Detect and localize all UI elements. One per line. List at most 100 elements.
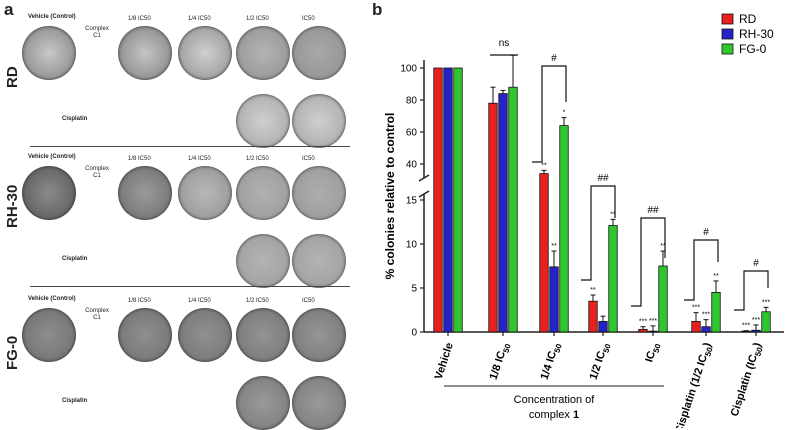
cisplatin-plate [236,94,290,148]
x-tick-label-suffix: ) [751,341,764,349]
legend-label-rd: RD [739,12,757,26]
y-tick-label: 10 [406,240,418,251]
x-tick-label-prefix: 1/2 [588,360,605,381]
comparison-label: # [551,53,557,64]
panel-b-letter: b [372,0,383,19]
bar-rd [433,67,443,333]
complex-label: Complex C1 [82,308,112,322]
vehicle-label: Vehicle (Control) [28,154,76,160]
cisplatin-plate [292,94,346,148]
axis-break-mark [418,174,430,182]
legend-swatch-rd [721,13,734,25]
row-label-rd: RD [4,66,21,88]
row-divider [30,146,350,147]
x-tick-label-prefix: Cisplatin ( [729,363,757,418]
significance-stars: *** [742,323,750,330]
y-tick-label: 0 [411,328,417,339]
bar-rd [691,321,701,333]
y-tick-label: 15 [406,196,418,207]
bar-rh-30 [443,67,453,333]
x-axis-label-word: complex [529,409,570,421]
axis-break-mark [418,190,430,198]
y-tick-label: 40 [406,160,418,171]
x-tick-label-main: IC [544,350,559,364]
comparison-label: ## [647,205,659,216]
x-tick-label: Cisplatin (1/2 IC50) [673,341,716,428]
culture-plate [178,26,232,80]
cisplatin-label: Cisplatin [62,256,88,262]
comparison-label: # [703,227,709,238]
x-tick-label-prefix: 1/4 [539,360,556,381]
culture-plate [236,26,290,80]
panel-a-letter: a [4,0,14,19]
x-tick-label-prefix: Cisplatin (1/2 [673,364,707,428]
significance-stars: *** [762,299,770,306]
cisplatin-plate [292,234,346,288]
comparison-label: ## [597,173,609,184]
concentration-label-c12: 1/2 IC50 [246,156,269,162]
culture-plate [22,166,76,220]
x-tick-label: 1/8 IC50 [488,341,513,382]
complex-word: Complex [85,166,109,172]
x-tick-label-subscript: 50 [753,346,764,358]
y-tick-label: 100 [400,64,417,75]
bar-fg-0 [711,291,721,333]
significance-stars: *** [639,319,647,326]
x-axis-label-line2: complex 1 [529,409,579,421]
x-tick-label-main: Vehicle [433,341,456,381]
significance-stars: ** [541,162,547,169]
culture-plate [22,26,76,80]
bar-rh-30 [498,93,508,333]
cisplatin-label: Cisplatin [62,116,88,122]
concentration-label-c12: 1/2 IC50 [246,298,269,304]
concentration-label-cic: IC50 [302,16,315,22]
culture-plate [118,308,172,362]
culture-plate [236,166,290,220]
concentration-label-c14: 1/4 IC50 [188,298,211,304]
bar-rd [638,328,648,333]
bar-rh-30 [598,321,608,333]
bar-fg-0 [761,311,771,333]
concentration-label-c18: 1/8 IC50 [128,156,151,162]
significance-stars: *** [692,305,700,312]
significance-stars: ** [713,273,719,280]
bar-rd [741,330,751,333]
row-label-rh-30: RH-30 [4,184,21,228]
bars [433,54,771,333]
culture-plate [292,166,346,220]
x-tick-label-main: IC [745,353,760,367]
vehicle-label: Vehicle (Control) [28,14,76,20]
cisplatin-plate [236,234,290,288]
y-axis-label: % colonies relative to control [383,113,397,280]
x-tick-label: IC50 [643,341,663,365]
complex-number: C1 [93,173,101,179]
concentration-label-c12: 1/2 IC50 [246,16,269,22]
x-axis-label-line1: Concentration of [514,394,596,406]
bar-rh-30 [648,330,658,333]
bar-rd [539,173,549,333]
y-tick-label: 80 [406,96,418,107]
culture-plate [178,166,232,220]
culture-plate [118,166,172,220]
x-tick-label-prefix: 1/8 [488,360,505,381]
y-tick-label: 60 [406,128,418,139]
y-tick-label: 5 [411,284,417,295]
legend-label-rh-30: RH-30 [739,27,774,41]
x-tick-label: Vehicle [433,341,456,381]
comparison-bracket [684,239,719,301]
significance-stars: * [563,110,566,117]
legend-swatch-rh-30 [721,28,734,40]
comparison-bracket [532,65,567,163]
legend-swatch-fg-0 [721,43,734,55]
culture-plate [118,26,172,80]
cisplatin-label: Cisplatin [62,398,88,404]
x-tick-label-subscript: 50 [703,346,714,358]
colony-bar-chart: % colonies relative to control 0 5 10 15 40 6… [383,12,784,428]
comparison-bracket [734,270,769,311]
concentration-label-c14: 1/4 IC50 [188,156,211,162]
x-tick-label: Cisplatin (IC50) [729,341,766,419]
bar-fg-0 [658,265,668,333]
annotations: ************ **********************ns####… [490,38,770,330]
bar-rh-30 [701,326,711,333]
